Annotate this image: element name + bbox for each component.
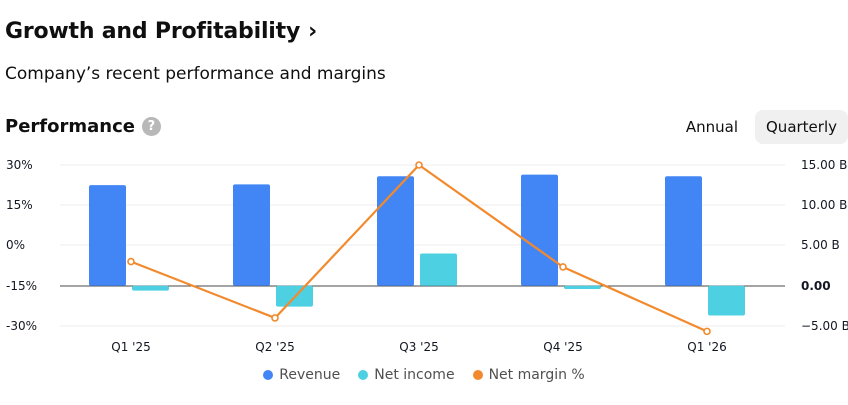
legend-item-net-margin[interactable]: Net margin % <box>472 367 585 383</box>
legend-label-net-margin: Net margin % <box>488 367 585 383</box>
net-income-bar <box>420 253 457 286</box>
left-tick-label: 0% <box>6 238 25 252</box>
right-tick-label: −5.00 B <box>801 319 848 333</box>
net-margin-point <box>703 327 711 336</box>
x-tick-label: Q2 '25 <box>255 340 294 354</box>
x-tick-label: Q4 '25 <box>543 340 582 354</box>
legend-label-revenue: Revenue <box>279 367 341 383</box>
left-tick-label: 15% <box>6 198 33 212</box>
legend-item-net-income[interactable]: Net income <box>358 367 455 383</box>
x-tick-label: Q3 '25 <box>399 340 438 354</box>
chevron-right-icon[interactable]: › <box>308 19 318 44</box>
net-margin-line <box>130 163 708 333</box>
legend-item-revenue[interactable]: Revenue <box>263 367 340 383</box>
net-margin-point <box>127 257 135 266</box>
performance-label: Performance <box>5 116 135 137</box>
revenue-bar <box>521 174 558 286</box>
net-income-dot-icon <box>358 370 369 380</box>
net-income-bar <box>708 285 745 316</box>
chart-legend: Revenue Net income Net margin % <box>0 367 848 383</box>
x-tick-label: Q1 '25 <box>111 340 150 354</box>
net-margin-point <box>415 161 423 169</box>
net-margin-dot-icon <box>472 370 483 380</box>
net-income-bar <box>564 285 601 289</box>
right-tick-label: 15.00 B <box>801 158 847 172</box>
section-subtitle: Company’s recent performance and margins <box>5 64 386 84</box>
net-margin-point <box>559 263 567 271</box>
annual-button[interactable]: Annual <box>685 118 738 136</box>
left-tick-label: 30% <box>6 158 33 172</box>
left-tick-label: -15% <box>6 279 37 293</box>
legend-label-net-income: Net income <box>374 367 455 383</box>
left-tick-label: -30% <box>6 319 37 333</box>
quarterly-button[interactable]: Quarterly <box>755 110 848 144</box>
revenue-dot-icon <box>263 370 274 380</box>
help-icon[interactable]: ? <box>141 117 161 136</box>
revenue-bar <box>233 184 270 286</box>
performance-header: Performance ? <box>5 116 161 137</box>
revenue-bar <box>89 185 126 286</box>
section-title[interactable]: Growth and Profitability <box>5 19 301 44</box>
title-row[interactable]: Growth and Profitability › <box>5 19 317 44</box>
net-margin-point <box>271 314 279 322</box>
right-tick-label: 10.00 B <box>801 198 847 212</box>
revenue-bar <box>665 176 702 286</box>
net-income-bar <box>132 285 169 291</box>
right-tick-label: 5.00 B <box>801 238 840 252</box>
revenue-bar <box>377 176 414 286</box>
right-tick-label: 0.00 <box>801 279 831 293</box>
period-toggle: Annual Quarterly <box>675 110 848 144</box>
x-tick-label: Q1 '26 <box>687 340 726 354</box>
